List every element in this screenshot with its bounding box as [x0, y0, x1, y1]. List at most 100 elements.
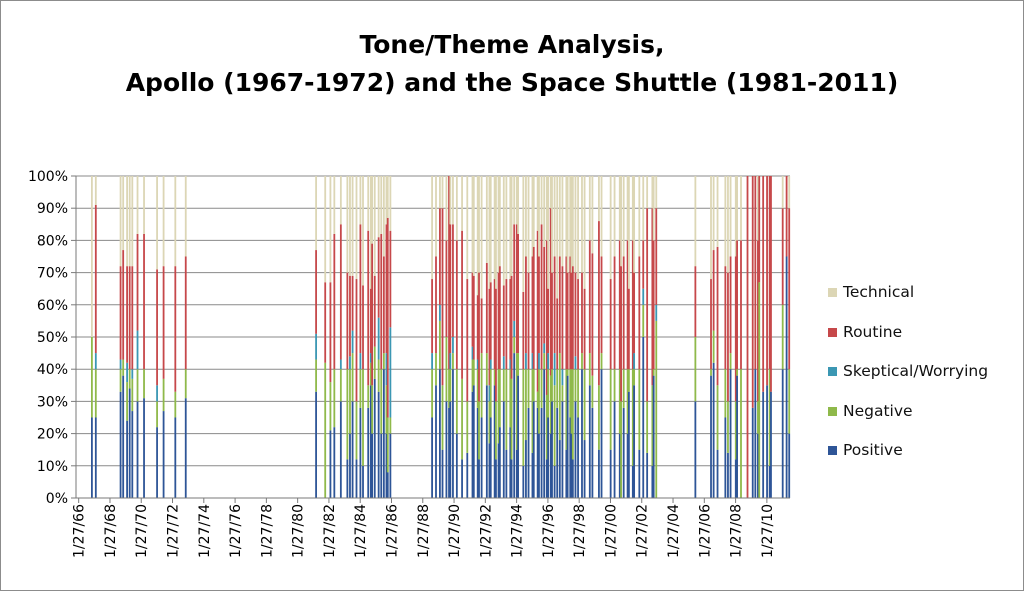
- x-tick-label: 1/27/72: [166, 504, 182, 558]
- bar-segment-positive: [351, 401, 354, 498]
- bar-stack: [545, 176, 548, 498]
- bar-segment-negative: [727, 401, 729, 453]
- bar-segment-positive: [558, 440, 561, 498]
- bar-segment-technical: [131, 176, 134, 267]
- bar-stack: [362, 176, 364, 498]
- bar-stack: [694, 176, 697, 498]
- bar-stack: [609, 176, 612, 498]
- legend-swatch: [828, 406, 837, 416]
- bar-segment-positive: [525, 440, 527, 498]
- x-tick-label: 1/27/76: [228, 504, 244, 558]
- bar-stack: [622, 176, 625, 498]
- bar-segment-positive: [441, 449, 444, 498]
- x-tick-label: 1/27/66: [72, 504, 88, 558]
- bar-segment-routine: [545, 240, 548, 395]
- x-tick-label: 1/27/08: [729, 504, 745, 558]
- bar-segment-technical: [349, 176, 351, 276]
- bar-stack: [571, 176, 574, 498]
- bar-segment-negative: [497, 369, 500, 444]
- x-tick-label: 1/27/98: [572, 504, 588, 558]
- bar-segment-routine: [367, 230, 370, 386]
- bar-segment-positive: [445, 401, 448, 498]
- bar-segment-skeptical-worrying: [513, 320, 516, 337]
- bar-segment-positive: [143, 398, 145, 498]
- bar-segment-technical: [569, 176, 572, 257]
- bar-segment-negative: [515, 353, 518, 450]
- bar-stack: [751, 176, 754, 498]
- bar-segment-positive: [547, 417, 549, 498]
- bar-segment-negative: [642, 304, 645, 337]
- bar-segment-skeptical-worrying: [431, 353, 433, 370]
- bar-segment-routine: [558, 256, 561, 354]
- bar-segment-technical: [558, 176, 561, 257]
- bar-segment-routine: [770, 176, 772, 392]
- bar-segment-negative: [570, 369, 573, 434]
- bar-segment-positive: [631, 465, 634, 498]
- bar-segment-positive: [371, 433, 374, 498]
- bar-segment-skeptical-worrying: [502, 356, 505, 370]
- bar-stack: [369, 176, 372, 498]
- bar-stack: [591, 176, 594, 498]
- bar-segment-technical: [385, 176, 388, 225]
- bar-stack: [476, 176, 479, 498]
- bar-segment-routine: [156, 269, 158, 386]
- bar-segment-routine: [574, 272, 577, 357]
- bar-segment-technical: [369, 176, 372, 289]
- bar-segment-technical: [613, 176, 616, 257]
- bar-segment-positive: [94, 417, 97, 498]
- bar-segment-routine: [513, 224, 516, 321]
- bar-segment-positive: [522, 465, 525, 498]
- bar-segment-routine: [445, 240, 448, 337]
- bar-segment-routine: [478, 272, 480, 402]
- bar-stack: [570, 176, 573, 498]
- bar-segment-routine: [532, 246, 535, 370]
- bar-stack: [727, 176, 729, 498]
- bar-segment-technical: [734, 176, 737, 257]
- x-tick-label: 1/27/68: [103, 504, 119, 558]
- bar-segment-negative: [551, 369, 553, 402]
- bar-segment-technical: [452, 176, 454, 225]
- bar-segment-technical: [561, 176, 564, 267]
- bar-segment-routine: [768, 176, 771, 370]
- bar-segment-routine: [435, 256, 437, 354]
- bar-series: [91, 176, 791, 498]
- bar-segment-positive: [373, 378, 376, 498]
- bar-stack: [367, 176, 370, 498]
- bar-segment-routine: [329, 282, 332, 383]
- bar-segment-positive: [622, 407, 625, 498]
- bar-segment-negative: [346, 369, 349, 460]
- bar-segment-routine: [128, 266, 131, 370]
- bar-segment-negative: [626, 369, 629, 434]
- bar-segment-technical: [736, 176, 738, 241]
- bar-segment-technical: [513, 176, 516, 225]
- bar-segment-positive: [551, 401, 553, 498]
- bar-segment-negative: [119, 369, 122, 392]
- bar-segment-negative: [646, 401, 649, 453]
- bar-stack: [510, 176, 513, 498]
- bar-segment-negative: [628, 369, 630, 392]
- bar-segment-negative: [740, 369, 742, 498]
- bar-segment-skeptical-worrying: [315, 333, 317, 360]
- bar-segment-technical: [156, 176, 158, 270]
- bar-segment-positive: [485, 385, 488, 498]
- bar-segment-negative: [122, 359, 125, 376]
- bar-segment-routine: [712, 250, 715, 331]
- bar-segment-routine: [510, 275, 513, 379]
- bar-segment-positive: [588, 385, 591, 498]
- bar-segment-negative: [591, 375, 594, 408]
- bar-stack: [558, 176, 561, 498]
- bar-stack: [162, 176, 165, 498]
- bar-segment-positive: [497, 443, 500, 498]
- bar-segment-technical: [324, 176, 327, 283]
- bar-segment-routine: [452, 224, 454, 337]
- bar-segment-negative: [513, 337, 516, 354]
- bar-stack: [655, 176, 658, 498]
- bar-segment-routine: [525, 256, 527, 354]
- bar-segment-routine: [734, 256, 737, 402]
- bar-segment-technical: [497, 176, 500, 273]
- bar-segment-routine: [455, 240, 458, 370]
- bar-segment-routine: [633, 272, 636, 354]
- bar-segment-positive: [538, 433, 540, 498]
- bar-segment-positive: [131, 411, 134, 498]
- bar-segment-technical: [633, 176, 636, 273]
